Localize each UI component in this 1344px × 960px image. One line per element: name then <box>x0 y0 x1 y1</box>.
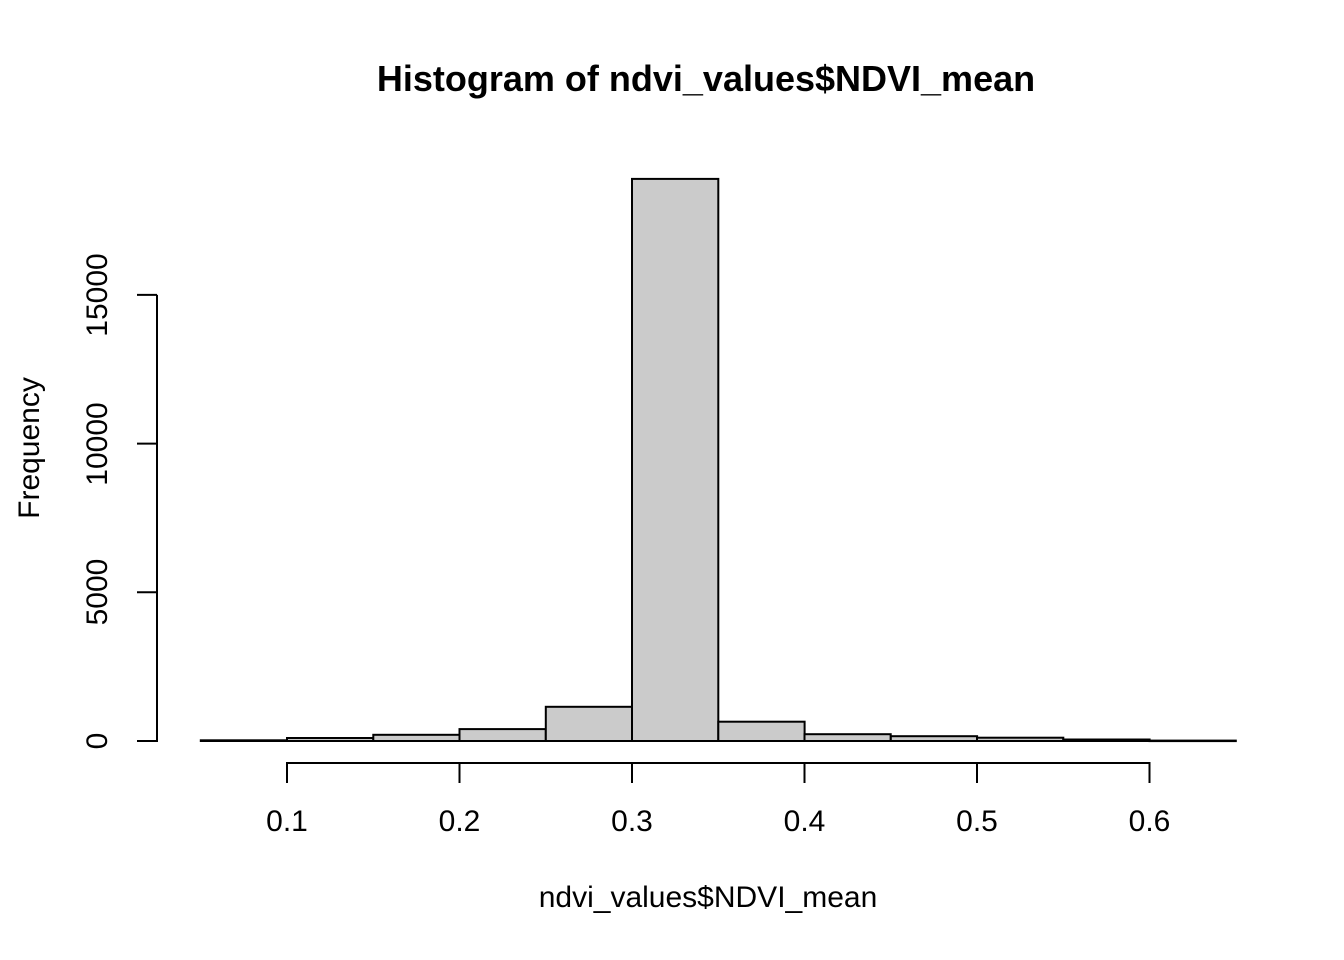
histogram-bar <box>544 705 634 742</box>
histogram-bar <box>976 736 1065 743</box>
x-tick-label: 0.2 <box>438 805 481 838</box>
x-tick-label: 0.1 <box>266 805 308 838</box>
histogram-bar <box>717 720 806 743</box>
y-tick-label: 0 <box>81 732 114 750</box>
histogram-bar <box>631 177 720 742</box>
x-tick-label: 0.3 <box>611 805 653 838</box>
y-tick-label: 15000 <box>81 253 114 337</box>
histogram-bar <box>458 728 547 742</box>
histogram-bar <box>1062 738 1151 742</box>
x-tick-label: 0.4 <box>783 805 826 838</box>
x-tick-label: 0.5 <box>956 805 998 838</box>
x-axis-label: ndvi_values$NDVI_mean <box>538 881 878 914</box>
histogram-bar <box>199 739 289 742</box>
histogram-bar <box>286 737 375 742</box>
x-tick-label: 0.6 <box>1128 805 1171 838</box>
histogram-bar <box>1148 739 1237 743</box>
y-tick-label: 10000 <box>81 401 114 486</box>
histogram-bar <box>889 735 979 743</box>
y-tick-label: 5000 <box>81 558 114 626</box>
chart-title: Histogram of ndvi_values$NDVI_mean <box>376 58 1036 99</box>
histogram-bar <box>372 733 461 742</box>
histogram-bar <box>803 733 892 743</box>
